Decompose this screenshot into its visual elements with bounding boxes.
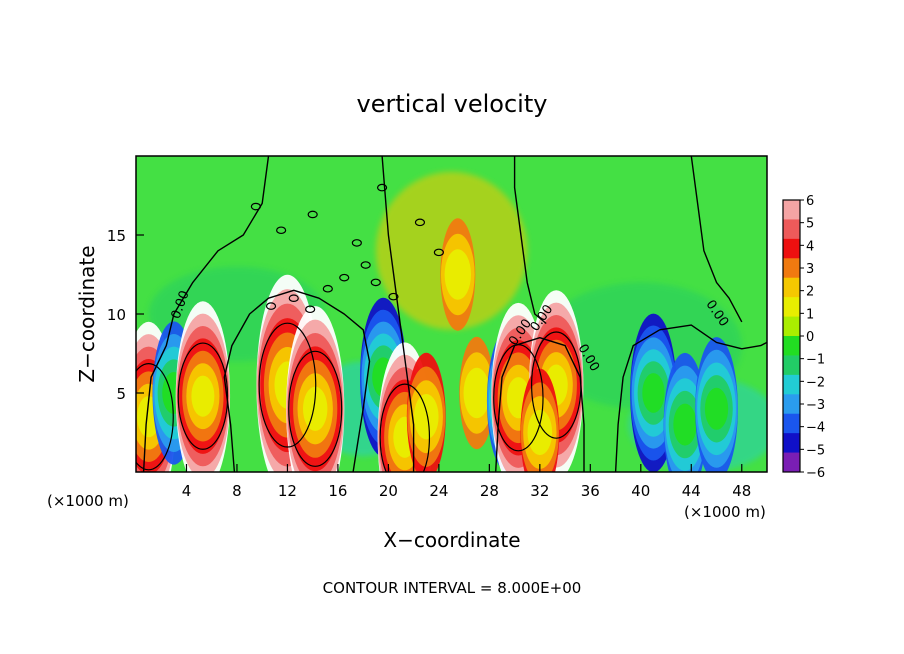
plot-area: [136, 156, 767, 472]
small-contour: [388, 292, 399, 301]
x-tick-label: 36: [581, 482, 600, 500]
small-contour: [339, 273, 350, 282]
x-tick-label: 16: [328, 482, 347, 500]
cell-contour: [379, 383, 431, 472]
downdraft-cell: [663, 352, 707, 472]
colorbar-tick-label: −4: [806, 421, 825, 436]
zero-contour: [142, 156, 270, 472]
zero-contour: [614, 324, 767, 472]
y-tick-label: 15: [107, 227, 126, 245]
x-tick-label: 32: [530, 482, 549, 500]
small-contour: [414, 218, 426, 227]
x-unit-right: (×1000 m): [684, 503, 766, 521]
small-contour: [250, 202, 261, 211]
cell-contour: [258, 322, 317, 448]
colorbar-tick-label: −5: [806, 443, 825, 458]
colorbar-tick-label: 2: [806, 285, 814, 300]
cell-contour: [288, 350, 343, 467]
colorbar-swatch: [783, 433, 800, 454]
colorbar-swatch: [783, 238, 800, 259]
colorbar-swatch: [783, 394, 800, 415]
cell-band: [444, 249, 472, 300]
updraft-cell: [286, 306, 345, 472]
colorbar-tick-label: −3: [806, 398, 825, 413]
colorbar-swatch: [783, 219, 800, 240]
small-contour: [376, 183, 388, 192]
small-contour: [305, 305, 316, 314]
colorbar-swatch: [783, 355, 800, 376]
updraft-cell: [459, 336, 495, 450]
x-tick-label: 48: [732, 482, 751, 500]
colorbar-swatch: [783, 297, 800, 318]
chart-title: vertical velocity: [357, 90, 548, 118]
cell-band: [191, 375, 215, 417]
zero-contour: [513, 156, 547, 325]
x-tick-label: 24: [429, 482, 448, 500]
small-contour: [288, 294, 299, 303]
x-tick-label: 4: [182, 482, 192, 500]
small-contour: [307, 210, 318, 219]
cell-band: [302, 386, 328, 431]
colorbar-tick-label: −1: [806, 353, 825, 368]
cell-contour: [177, 342, 229, 450]
y-axis-label: Z−coordinate: [75, 245, 99, 382]
colorbar-tick-label: −6: [806, 466, 825, 481]
cell-band: [527, 409, 553, 456]
contour-lines: [136, 156, 767, 472]
zero-contour: [381, 156, 415, 472]
zero-contour: [495, 337, 585, 472]
updraft-cell: [440, 218, 476, 331]
x-tick-label: 8: [232, 482, 242, 500]
cell-contour: [493, 344, 544, 452]
cell-band: [642, 373, 665, 413]
zero-contour: [690, 156, 743, 323]
colorbar: 6 5 4 3 2 1 0 −1 −2 −3 −4 −5 −6: [782, 194, 825, 481]
x-unit-left: (×1000 m): [47, 492, 129, 510]
x-tick-label: 44: [682, 482, 701, 500]
x-tick-label: 40: [631, 482, 650, 500]
x-axis-label: X−coordinate: [383, 528, 520, 552]
small-contour: [370, 278, 381, 287]
colorbar-tick-label: −2: [806, 375, 825, 390]
small-contour: [276, 226, 287, 235]
small-contour: [351, 239, 362, 247]
colorbar-swatch: [783, 452, 800, 473]
colorbar-tick-label: 1: [806, 307, 814, 322]
colorbar-swatch: [783, 258, 800, 279]
small-contour: [265, 302, 277, 310]
colorbar-swatch: [783, 277, 800, 298]
cell-contour: [531, 331, 582, 439]
cell-band: [673, 403, 697, 446]
small-contour: [433, 248, 444, 257]
colorbar-swatch: [783, 200, 800, 220]
y-tick-label: 5: [116, 385, 126, 403]
cell-band: [413, 394, 439, 440]
colorbar-swatch: [783, 336, 800, 356]
downdraft-cell: [695, 337, 738, 472]
colorbar-tick-label: 6: [806, 194, 814, 209]
colorbar-swatch: [783, 374, 800, 395]
colorbar-swatch: [783, 413, 800, 434]
y-tick-label: 10: [107, 306, 126, 324]
colorbar-tick-label: 0: [806, 330, 814, 345]
colorbar-swatch: [783, 316, 800, 337]
x-tick-label: 20: [379, 482, 398, 500]
updraft-cell: [175, 301, 231, 472]
y-axis: 5 10 15: [107, 227, 144, 403]
cell-band: [704, 387, 729, 430]
cell-contour: [136, 363, 174, 471]
x-axis: 4 8 12 16 20 24 28 32 36 40 44 48: [182, 464, 751, 500]
x-tick-label: 12: [278, 482, 297, 500]
colorbar-tick-label: 3: [806, 262, 814, 277]
small-contour: [322, 284, 333, 293]
colorbar-tick-label: 5: [806, 217, 814, 232]
small-contour: [360, 261, 371, 269]
cell-band: [463, 367, 490, 419]
updraft-cell: [520, 368, 560, 472]
contour-interval-note: CONTOUR INTERVAL = 8.000E+00: [323, 579, 582, 597]
colorbar-tick-label: 4: [806, 239, 814, 254]
zero-contour: [223, 289, 371, 472]
x-tick-label: 28: [480, 482, 499, 500]
